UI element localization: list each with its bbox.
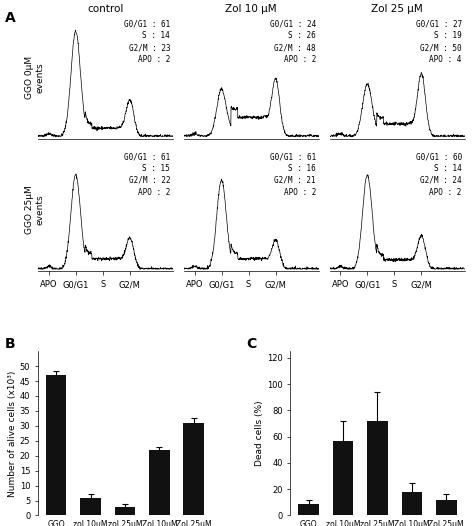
Y-axis label: GGO 25μM
events: GGO 25μM events xyxy=(26,186,45,234)
Text: G0/G1 : 61
S : 16
G2/M : 21
APO : 2: G0/G1 : 61 S : 16 G2/M : 21 APO : 2 xyxy=(270,152,316,197)
Text: G0/G1 : 27
S : 19
G2/M : 50
APO : 4: G0/G1 : 27 S : 19 G2/M : 50 APO : 4 xyxy=(416,19,462,64)
Bar xyxy=(401,492,422,515)
Bar xyxy=(149,450,170,515)
Text: C: C xyxy=(246,337,257,351)
Text: G0/G1 : 61
S : 14
G2/M : 23
APO : 2: G0/G1 : 61 S : 14 G2/M : 23 APO : 2 xyxy=(124,19,170,64)
Bar xyxy=(115,507,135,515)
Y-axis label: Number of alive cells (x10³): Number of alive cells (x10³) xyxy=(8,370,17,497)
Text: A: A xyxy=(5,11,16,25)
Title: control: control xyxy=(87,4,124,14)
Bar xyxy=(46,375,66,515)
Bar xyxy=(80,498,101,515)
Bar xyxy=(436,500,456,515)
Title: Zol 25 μM: Zol 25 μM xyxy=(371,4,423,14)
Title: Zol 10 μM: Zol 10 μM xyxy=(226,4,277,14)
Bar xyxy=(367,421,388,515)
Y-axis label: Dead cells (%): Dead cells (%) xyxy=(255,400,264,466)
Text: G0/G1 : 60
S : 14
G2/M : 24
APO : 2: G0/G1 : 60 S : 14 G2/M : 24 APO : 2 xyxy=(416,152,462,197)
Text: G0/G1 : 24
S : 26
G2/M : 48
APO : 2: G0/G1 : 24 S : 26 G2/M : 48 APO : 2 xyxy=(270,19,316,64)
Y-axis label: GGO 0μM
events: GGO 0μM events xyxy=(26,56,45,99)
Text: G0/G1 : 61
S : 15
G2/M : 22
APO : 2: G0/G1 : 61 S : 15 G2/M : 22 APO : 2 xyxy=(124,152,170,197)
Bar xyxy=(183,423,204,515)
Bar xyxy=(333,441,354,515)
Bar xyxy=(298,504,319,515)
Text: B: B xyxy=(5,337,15,351)
